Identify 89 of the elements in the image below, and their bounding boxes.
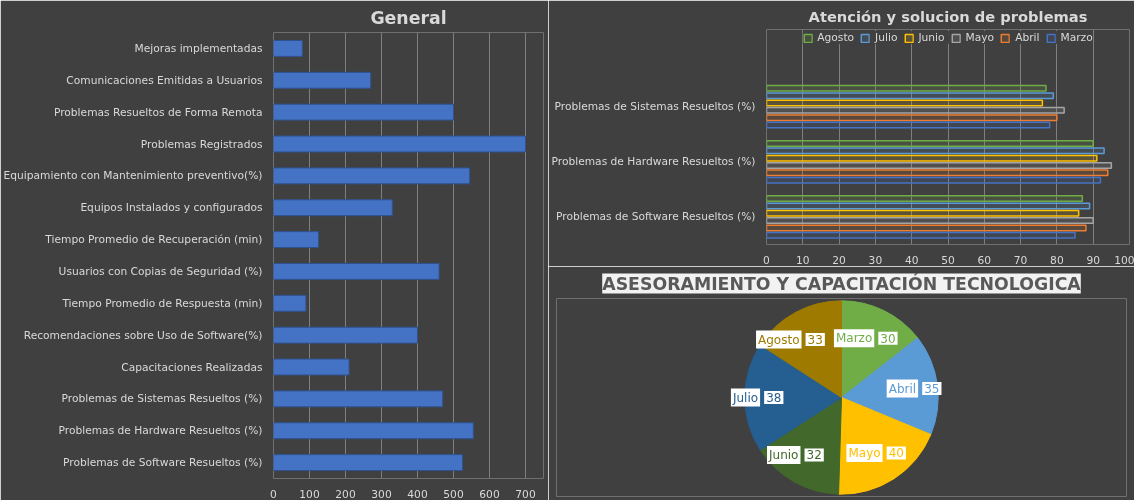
data-label: 30 xyxy=(880,331,896,346)
bar xyxy=(766,139,1094,147)
bar xyxy=(273,294,307,312)
y-tick-label: Usuarios con Copias de Seguridad (%) xyxy=(58,264,263,278)
slice-label: Julio xyxy=(731,390,759,405)
bar xyxy=(766,106,1065,114)
bar xyxy=(766,169,1109,177)
chart-title: Atención y solucion de problemas xyxy=(808,7,1088,25)
y-tick-label: Problemas de Software Resueltos (%) xyxy=(556,210,756,224)
chart-title: General xyxy=(370,7,447,28)
bar xyxy=(766,217,1094,225)
data-label: 40 xyxy=(888,446,904,461)
bar xyxy=(273,422,474,440)
y-tick-label: Problemas de Sistemas Resueltos (%) xyxy=(61,392,263,406)
y-tick-label: Equipos Instalados y configurados xyxy=(80,201,263,215)
x-tick-label: 300 xyxy=(371,487,392,501)
slice-label: Agosto xyxy=(758,332,800,347)
bar xyxy=(273,390,444,408)
y-tick-label: Problemas de Software Resueltos (%) xyxy=(63,456,263,470)
legend-label: Julio xyxy=(875,31,898,44)
legend-label: Agosto xyxy=(817,31,855,44)
y-tick-label: Mejoras implementadas xyxy=(134,41,263,55)
x-tick-label: 500 xyxy=(443,487,464,501)
slice-label: Mayo xyxy=(848,445,881,460)
x-tick-label: 100 xyxy=(299,487,320,501)
y-tick-label: Recomendaciones sobre Uso de Software(%) xyxy=(23,328,263,342)
x-tick-label: 70 xyxy=(1013,253,1028,267)
y-tick-label: Problemas de Hardware Resueltos (%) xyxy=(551,155,756,169)
bar xyxy=(766,147,1105,155)
data-label: 35 xyxy=(924,382,940,397)
bar xyxy=(766,114,1058,122)
bar xyxy=(273,262,440,280)
bar xyxy=(273,454,463,472)
bar xyxy=(766,231,1076,239)
bar xyxy=(766,84,1047,92)
y-tick-label: Problemas Registrados xyxy=(140,137,263,151)
bar xyxy=(273,135,526,153)
bar xyxy=(766,154,1098,162)
bar xyxy=(273,103,454,121)
legend-label: Abril xyxy=(1015,31,1040,44)
bar xyxy=(273,231,319,249)
bar xyxy=(766,202,1091,210)
x-tick-label: 100 xyxy=(1114,253,1135,267)
y-tick-label: Comunicaciones Emitidas a Usuarios xyxy=(66,73,263,87)
bar xyxy=(273,39,303,57)
x-tick-label: 20 xyxy=(832,253,847,267)
bar xyxy=(766,176,1102,184)
x-tick-label: 10 xyxy=(796,253,810,267)
y-tick-label: Problemas de Hardware Resueltos (%) xyxy=(58,424,263,438)
x-tick-label: 30 xyxy=(868,253,883,267)
bar xyxy=(766,121,1051,129)
chart-title: ASESORAMIENTO Y CAPACITACIÓN TECNOLOGICA xyxy=(602,272,1082,294)
bar xyxy=(766,224,1087,232)
x-tick-label: 80 xyxy=(1050,253,1064,267)
y-tick-label: Capacitaciones Realizadas xyxy=(121,360,263,374)
y-tick-label: Problemas Resueltos de Forma Remota xyxy=(53,105,263,119)
bar xyxy=(273,71,372,89)
y-tick-label: Equipamiento con Mantenimiento preventivo(%) xyxy=(3,169,263,183)
x-tick-label: 400 xyxy=(407,487,428,501)
data-label: 38 xyxy=(766,391,782,405)
legend-label: Marzo xyxy=(1060,31,1093,44)
x-tick-label: 60 xyxy=(977,253,992,267)
bar xyxy=(273,358,350,376)
bar xyxy=(273,326,418,344)
bar xyxy=(766,92,1055,100)
slice-label: Marzo xyxy=(835,331,873,346)
x-tick-label: 0 xyxy=(763,253,771,267)
x-tick-label: 50 xyxy=(941,253,955,267)
x-tick-label: 40 xyxy=(904,253,919,267)
slice-label: Junio xyxy=(768,447,799,462)
legend-label: Mayo xyxy=(965,31,995,44)
x-tick-label: 90 xyxy=(1086,253,1101,267)
x-tick-label: 200 xyxy=(335,487,356,501)
legend-label: Junio xyxy=(918,31,945,44)
bar xyxy=(273,167,471,185)
x-tick-label: 600 xyxy=(479,487,500,501)
y-tick-label: Tiempo Promedio de Respuesta (min) xyxy=(61,296,263,310)
data-label: 32 xyxy=(806,448,822,463)
bar xyxy=(273,199,393,217)
slice-label: Abril xyxy=(888,381,917,396)
bar xyxy=(766,161,1113,169)
bar xyxy=(766,209,1080,217)
x-tick-label: 0 xyxy=(270,487,278,501)
data-label: 33 xyxy=(807,333,823,348)
x-tick-label: 700 xyxy=(515,487,536,501)
bar xyxy=(766,99,1044,107)
y-tick-label: Problemas de Sistemas Resueltos (%) xyxy=(554,100,756,114)
bar xyxy=(766,195,1084,203)
y-tick-label: Tiempo Promedio de Recuperación (min) xyxy=(44,233,263,247)
